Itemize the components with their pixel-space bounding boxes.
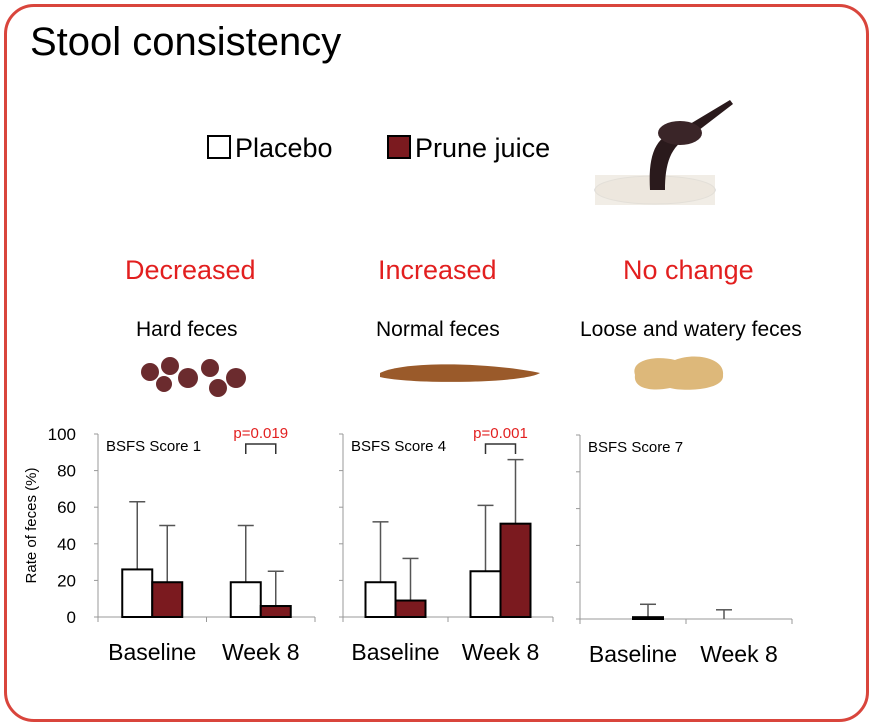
legend-placebo-label: Placebo [235,133,333,163]
x-category-label: Baseline [108,639,196,665]
y-tick-label: 40 [57,535,76,554]
bar-placebo [364,581,397,618]
bar-prune-juice [499,522,532,618]
y-tick-label: 0 [67,608,76,627]
loose-feces-image [634,356,724,390]
figure-frame [4,4,869,722]
x-category-label: Week 8 [700,641,778,667]
bar-prune-juice [151,581,184,618]
bar-prune-juice [632,616,664,620]
spoon-image [594,100,733,205]
normal-feces-image [380,364,540,382]
chart-title: BSFS Score 7 [588,439,683,456]
bar-prune-juice [259,605,292,619]
y-axis-label: Rate of feces (%) [23,468,40,584]
placebo-swatch [207,135,231,159]
x-category-label: Baseline [589,641,677,667]
bar-prune-juice [394,599,427,619]
x-category-label: Week 8 [462,639,540,665]
y-tick-label: 100 [48,425,76,444]
change-none: No change [623,255,754,285]
label-loose-feces: Loose and watery feces [580,318,802,341]
chart-title: BSFS Score 1 [106,438,201,455]
x-category-label: Week 8 [222,639,300,665]
significance-bracket [245,443,277,454]
y-tick-label: 20 [57,571,76,590]
hard-feces-image [141,357,246,397]
change-decreased: Decreased [125,255,256,285]
y-tick-label: 80 [57,462,76,481]
label-normal-feces: Normal feces [376,318,500,341]
significance-bracket [484,443,517,454]
x-category-label: Baseline [351,639,439,665]
legend-prune-label: Prune juice [415,133,551,163]
p-value-label: p=0.001 [473,425,528,442]
bar-placebo [229,581,262,618]
legend-placebo: Placebo [207,133,333,164]
prune-swatch [387,135,411,159]
p-value-label: p=0.019 [233,425,288,442]
chart-title: BSFS Score 4 [351,438,446,455]
label-hard-feces: Hard feces [136,318,238,341]
legend-prune: Prune juice [387,133,550,164]
y-tick-label: 60 [57,498,76,517]
bar-placebo [121,568,154,618]
figure-title: Stool consistency [30,20,342,64]
change-increased: Increased [378,255,497,285]
bar-placebo [469,570,502,618]
